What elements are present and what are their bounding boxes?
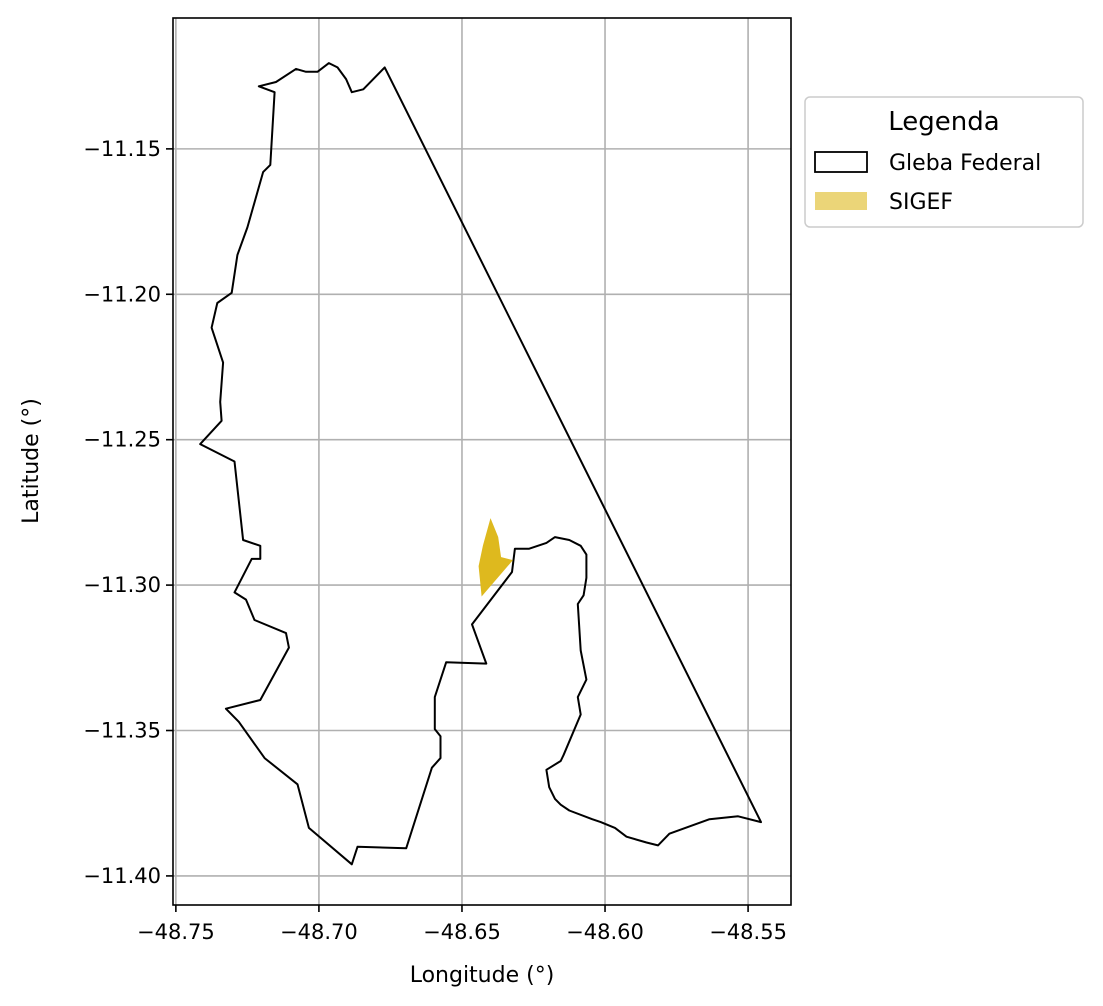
x-axis-label: Longitude (°) [410, 963, 555, 988]
y-axis-label: Latitude (°) [19, 398, 44, 524]
legend-entry-sigef: SIGEF [889, 190, 953, 215]
plot-area-frame [172, 17, 792, 906]
legend: Legenda Gleba Federal SIGEF [804, 96, 1084, 228]
x-tick-label: −48.60 [566, 920, 644, 944]
legend-swatch-sigef [815, 192, 867, 210]
y-tick-label: −11.35 [83, 719, 161, 743]
y-tick-label: −11.25 [83, 428, 161, 452]
polygon-gleba-federal [199, 62, 762, 866]
polygon-sigef [478, 518, 513, 597]
x-tick-label: −48.70 [280, 920, 358, 944]
x-tick-label: −48.65 [423, 920, 501, 944]
y-tick-label: −11.20 [83, 282, 161, 306]
legend-swatch-gleba-federal [814, 151, 868, 173]
map-polygons-layer [199, 62, 762, 866]
x-tick-label: −48.55 [709, 920, 787, 944]
legend-title: Legenda [888, 107, 999, 137]
y-tick-label: −11.15 [83, 137, 161, 161]
y-tick-label: −11.30 [83, 573, 161, 597]
grid-layer [173, 18, 791, 905]
y-tick-label: −11.40 [83, 864, 161, 888]
legend-box [804, 96, 1084, 228]
legend-entry-gleba-federal: Gleba Federal [889, 151, 1041, 176]
x-tick-label: −48.75 [137, 920, 215, 944]
tick-layer: −48.75 −48.70 −48.65 −48.60 −48.55 −11.15 −11.… [83, 137, 787, 944]
